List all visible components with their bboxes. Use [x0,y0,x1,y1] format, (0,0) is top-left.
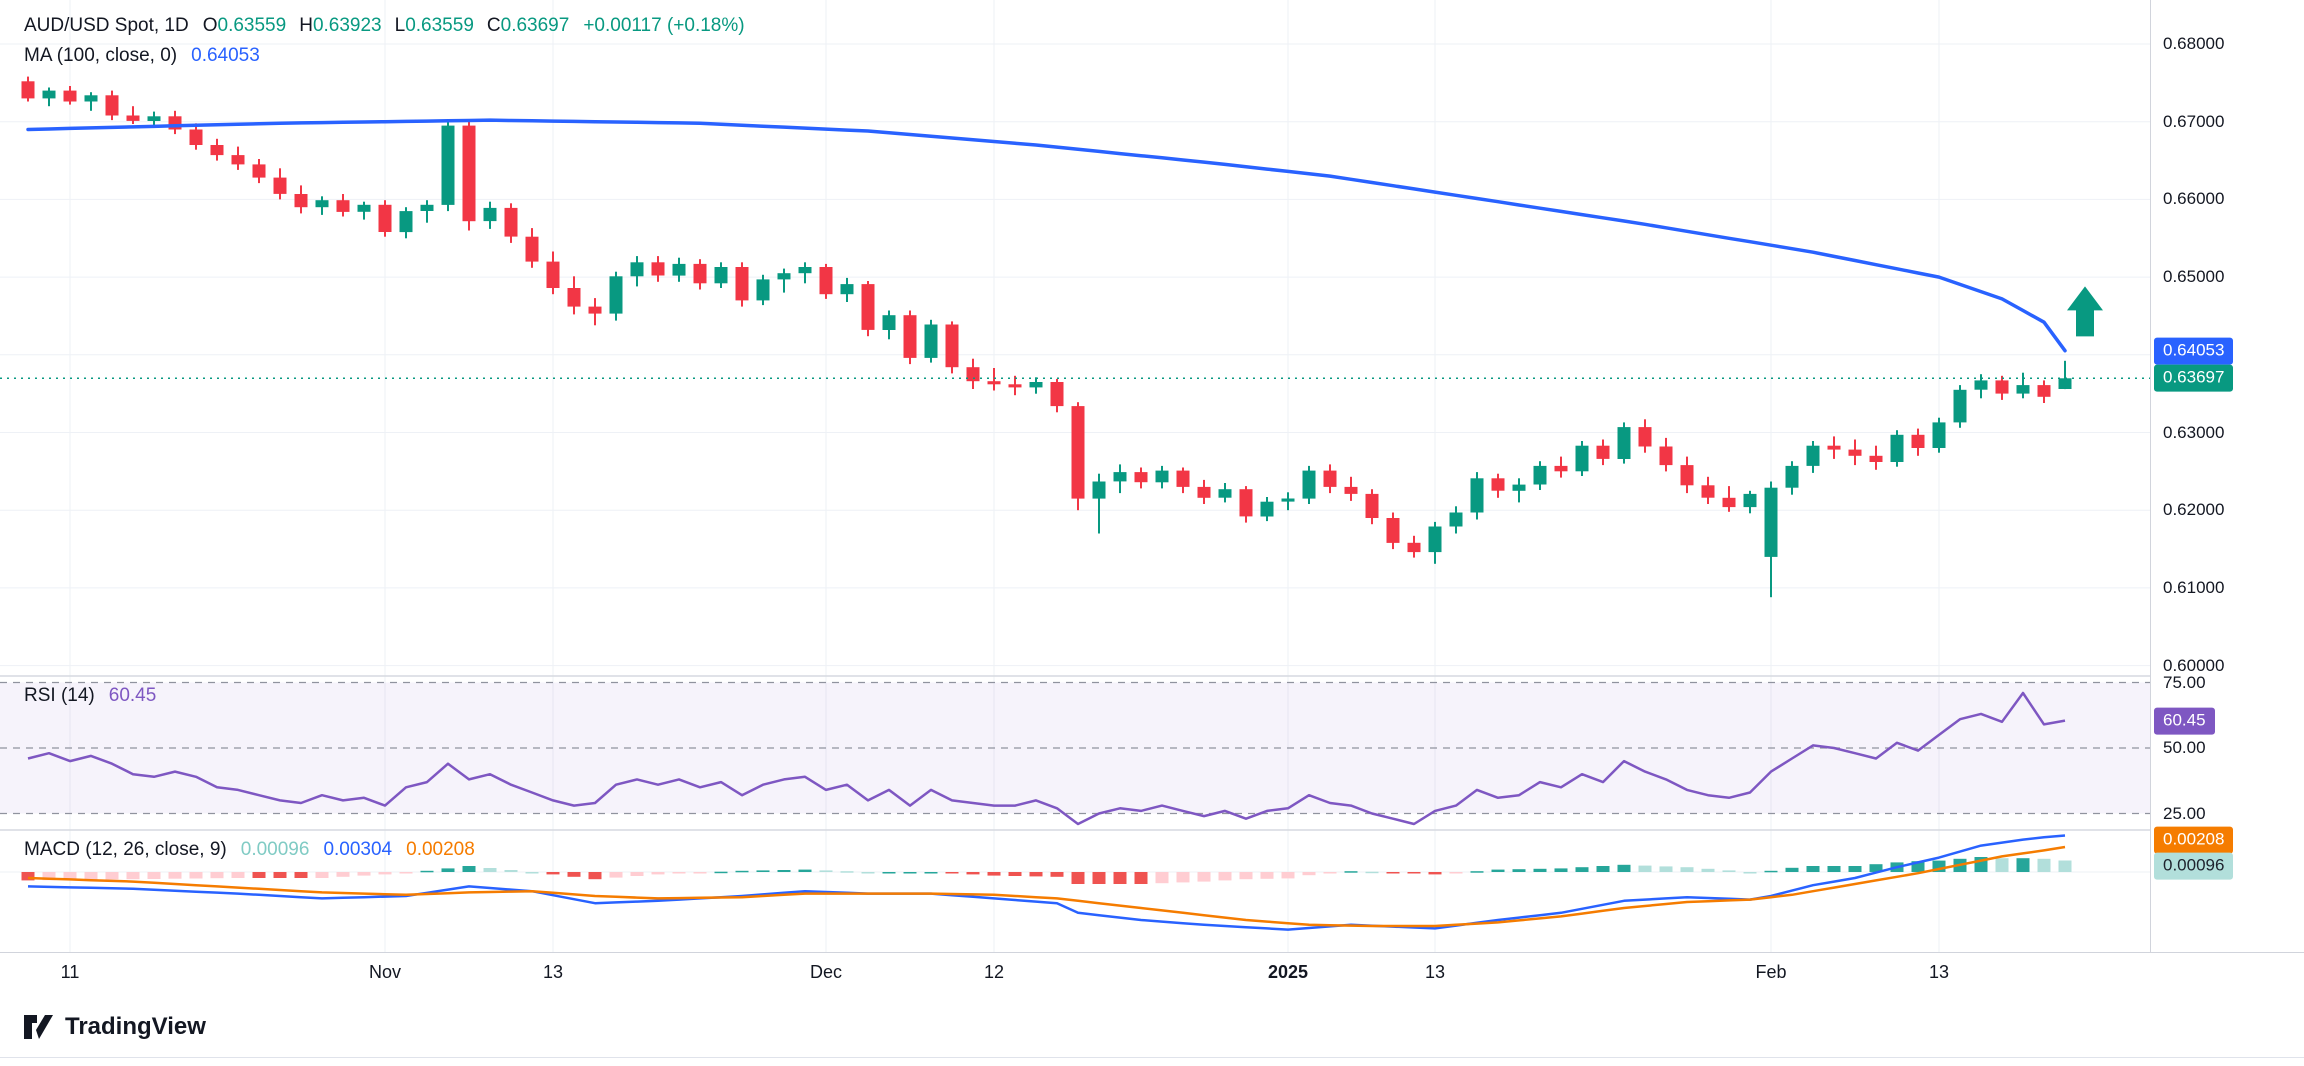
price-axis-label: 0.60000 [2163,656,2225,675]
time-axis-label: 11 [60,962,80,982]
ma-legend: MA (100, close, 0) 0.64053 [24,44,260,68]
rsi-axis-label: 50.00 [2163,738,2206,757]
chart-canvas[interactable] [0,0,2150,952]
macd-line [27,834,2066,931]
ma-legend-value: 0.64053 [191,45,260,66]
macd-signal-value: 0.00208 [406,839,475,860]
macd-hist-value: 0.00096 [240,839,310,860]
price-change: +0.00117 (+0.18%) [583,15,745,36]
ohlc-pair: O0.63559 [202,15,287,36]
candlestick-series [21,76,2072,598]
price-axis-label: 0.68000 [2163,34,2225,53]
time-axis-label: Feb [1755,962,1787,982]
macd-signal-badge: 0.00208 [2154,826,2234,854]
rsi-axis-label: 25.00 [2163,804,2206,823]
time-axis-label: 13 [1424,962,1446,982]
bottom-divider [0,1057,2304,1058]
tradingview-logo-text: TradingView [65,1013,206,1040]
ohlc-pair: H0.63923 [299,15,382,36]
macd-legend-label: MACD (12, 26, close, 9) [24,839,227,860]
ma-legend-label: MA (100, close, 0) [24,45,178,66]
tradingview-logo-icon [24,1015,53,1039]
ohlc-pair: L0.63559 [394,15,474,36]
time-axis[interactable]: 11 Nov 13 Dec 12 2025 13 Feb 13 [0,952,2304,993]
price-axis[interactable]: 0.68000 0.67000 0.66000 0.65000 0.63000 0.620… [2150,0,2304,952]
time-axis-label: Nov [368,962,402,982]
time-axis-label: Dec [809,962,843,982]
rsi-line [27,691,2066,826]
time-axis-label: 12 [983,962,1005,982]
rsi-legend-label: RSI (14) [24,685,95,706]
price-axis-label: 0.62000 [2163,500,2225,519]
macd-legend: MACD (12, 26, close, 9) 0.00096 0.00304 … [24,838,475,862]
macd-line-value: 0.00304 [323,839,393,860]
ohlc-values: O0.63559 H0.63923 L0.63559 C0.63697 [203,14,570,38]
macd-hist-badge: 0.00096 [2154,852,2234,880]
price-axis-label: 0.63000 [2163,423,2225,442]
rsi-legend: RSI (14) 60.45 [24,684,156,708]
price-axis-label: 0.65000 [2163,267,2225,286]
macd-signal-line [27,845,2066,928]
up-arrow-annotation[interactable] [2067,286,2103,337]
rsi-legend-value: 60.45 [108,685,157,706]
symbol-legend: AUD/USD Spot, 1D O0.63559 H0.63923 L0.6355… [24,14,745,38]
rsi-value-badge: 60.45 [2154,707,2215,735]
time-axis-label: 2025 [1267,962,1309,982]
rsi-band [0,681,2150,815]
symbol-title: AUD/USD Spot, 1D [24,15,189,36]
tradingview-logo[interactable]: TradingView [22,1012,206,1042]
last-price-badge: 0.63697 [2154,364,2234,392]
time-axis-label: 13 [1928,962,1950,982]
rsi-axis-label: 75.00 [2163,673,2206,692]
ma-price-badge: 0.64053 [2154,337,2234,365]
ma100-line [26,118,2067,353]
ohlc-pair: C0.63697 [486,15,570,36]
price-axis-label: 0.67000 [2163,112,2225,131]
time-axis-label: 13 [542,962,564,982]
price-axis-label: 0.61000 [2163,578,2225,597]
price-axis-label: 0.66000 [2163,189,2225,208]
